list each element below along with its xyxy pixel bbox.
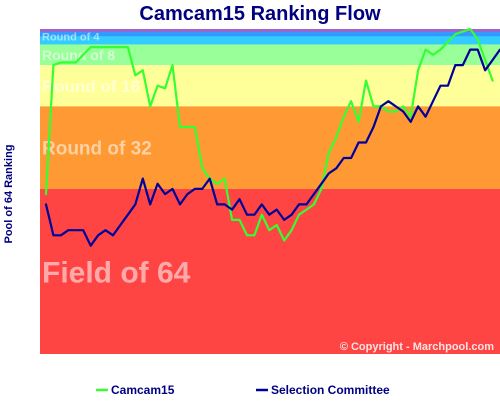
ranking-band-labels: Round of 4 Round of 8 Round of 16 Round of …: [42, 32, 191, 290]
top-stripe-1: [40, 32, 500, 37]
band-label-1: Round of 8: [42, 47, 115, 63]
band-2: [40, 65, 500, 107]
series-lines: [44, 27, 500, 247]
legend-label-1: Selection Committee: [271, 383, 390, 397]
band-1: [40, 44, 500, 66]
top-stripe-0: [40, 29, 500, 33]
band-3: [40, 106, 500, 189]
band-4: [40, 188, 500, 354]
chart-title: Camcam15 Ranking Flow: [139, 3, 381, 25]
y-axis-label: Pool of 64 Ranking: [3, 144, 15, 243]
copyright-watermark: © Copyright - Marchpool.com: [340, 341, 494, 353]
band-label-4: Field of 64: [42, 256, 191, 289]
band-label-2: Round of 16: [42, 77, 140, 96]
legend-label-0: Camcam15: [111, 383, 175, 397]
legend: Camcam15 Selection Committee: [96, 383, 390, 397]
series-line-0: [44, 27, 494, 242]
ranking-bands: [40, 29, 500, 354]
band-label-3: Round of 32: [42, 138, 152, 159]
series-line-1: [44, 48, 500, 247]
band-label-0: Round of 4: [42, 32, 100, 44]
